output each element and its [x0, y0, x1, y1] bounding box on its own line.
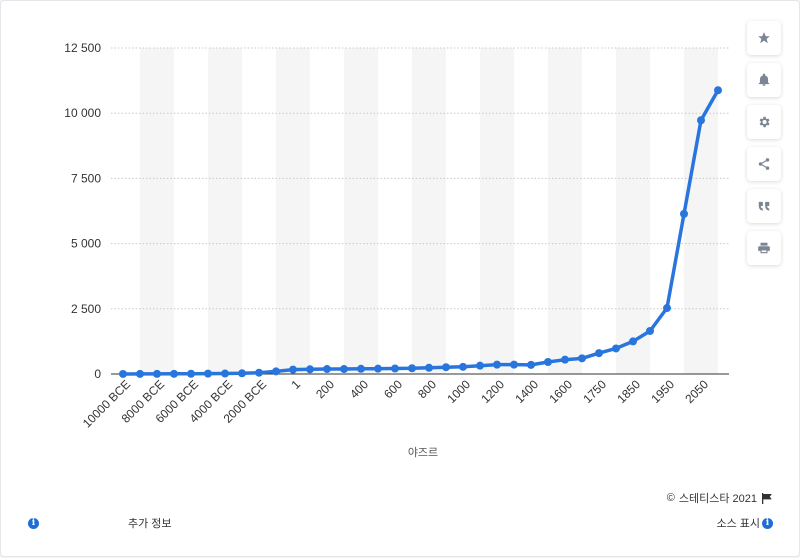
- star-icon: [758, 32, 770, 44]
- bell-icon: [758, 73, 770, 86]
- y-tick-label: 7 500: [71, 171, 101, 185]
- data-point[interactable]: [493, 360, 501, 369]
- data-point[interactable]: [136, 369, 144, 378]
- y-tick-label: 5 000: [71, 237, 101, 251]
- data-point[interactable]: [629, 337, 637, 346]
- data-point[interactable]: [340, 365, 348, 374]
- y-tick-label: 0: [94, 367, 101, 381]
- x-tick-label: 400: [347, 377, 371, 401]
- gear-icon: [759, 116, 770, 128]
- data-point[interactable]: [476, 361, 484, 370]
- band: [208, 48, 242, 374]
- cite-button[interactable]: [747, 189, 781, 223]
- y-tick-label: 12 500: [64, 41, 101, 55]
- copyright-symbol: ©: [666, 492, 675, 504]
- data-point[interactable]: [510, 360, 518, 369]
- more-info-link[interactable]: i 추가 정보: [28, 515, 172, 531]
- credit-text: 스테티스타 2021: [678, 493, 757, 505]
- band: [412, 48, 446, 374]
- data-point[interactable]: [204, 369, 212, 378]
- data-point[interactable]: [374, 364, 382, 373]
- data-point[interactable]: [153, 369, 161, 378]
- data-point[interactable]: [697, 116, 705, 125]
- x-tick-label: 1850: [614, 377, 643, 406]
- data-point[interactable]: [408, 364, 416, 373]
- data-point[interactable]: [714, 86, 722, 95]
- band: [480, 48, 514, 374]
- quote-icon: [758, 201, 770, 211]
- info-icon: i: [28, 517, 39, 529]
- data-point[interactable]: [442, 363, 450, 372]
- data-point[interactable]: [255, 368, 263, 377]
- data-point[interactable]: [578, 354, 586, 363]
- data-point[interactable]: [119, 369, 127, 378]
- x-tick-label: 1400: [512, 377, 541, 406]
- data-point[interactable]: [561, 355, 569, 364]
- y-tick-label: 10 000: [64, 106, 101, 120]
- data-point[interactable]: [612, 344, 620, 353]
- data-point[interactable]: [221, 369, 229, 378]
- x-tick-label: 1000: [444, 377, 473, 406]
- x-tick-label: 1950: [648, 377, 677, 406]
- x-tick-label: 2050: [682, 377, 711, 406]
- x-tick-label: 1: [288, 377, 303, 392]
- x-tick-label: 200: [313, 377, 337, 401]
- x-tick-label: 800: [415, 377, 439, 401]
- band: [140, 48, 174, 374]
- data-point[interactable]: [425, 363, 433, 372]
- data-point[interactable]: [391, 364, 399, 373]
- data-point[interactable]: [187, 369, 195, 378]
- more-info-label: 추가 정보: [128, 518, 172, 530]
- print-button[interactable]: [747, 231, 781, 265]
- x-tick-label: 600: [381, 377, 405, 401]
- favorite-button[interactable]: [747, 21, 781, 55]
- data-point[interactable]: [646, 326, 654, 335]
- x-tick-label: 1600: [546, 377, 575, 406]
- data-point[interactable]: [238, 369, 246, 378]
- data-point[interactable]: [170, 369, 178, 378]
- settings-button[interactable]: [747, 105, 781, 139]
- data-point[interactable]: [306, 365, 314, 374]
- x-axis-title: 야즈르: [408, 446, 438, 459]
- side-toolbar: [747, 21, 781, 265]
- data-point[interactable]: [544, 358, 552, 367]
- band: [344, 48, 378, 374]
- source-info-icon: i: [762, 517, 773, 529]
- data-point[interactable]: [595, 349, 603, 358]
- data-point[interactable]: [680, 209, 688, 218]
- band: [276, 48, 310, 374]
- data-point[interactable]: [272, 367, 280, 376]
- data-point[interactable]: [663, 304, 671, 313]
- x-tick-label: 1200: [478, 377, 507, 406]
- band: [616, 48, 650, 374]
- flag-icon: [762, 492, 772, 504]
- print-icon: [758, 242, 770, 254]
- data-point[interactable]: [459, 362, 467, 371]
- x-tick-label: 1750: [580, 377, 609, 406]
- data-point[interactable]: [527, 360, 535, 369]
- y-tick-label: 2 500: [71, 302, 101, 316]
- data-point[interactable]: [323, 365, 331, 374]
- show-source-label: 소스 표시: [716, 518, 760, 530]
- data-point[interactable]: [357, 364, 365, 373]
- credit[interactable]: © 스테티스타 2021: [667, 490, 773, 506]
- notification-button[interactable]: [747, 63, 781, 97]
- show-source-link[interactable]: 소스 표시 i: [716, 515, 773, 531]
- band: [548, 48, 582, 374]
- share-button[interactable]: [747, 147, 781, 181]
- data-point[interactable]: [289, 365, 297, 374]
- share-icon: [758, 158, 770, 170]
